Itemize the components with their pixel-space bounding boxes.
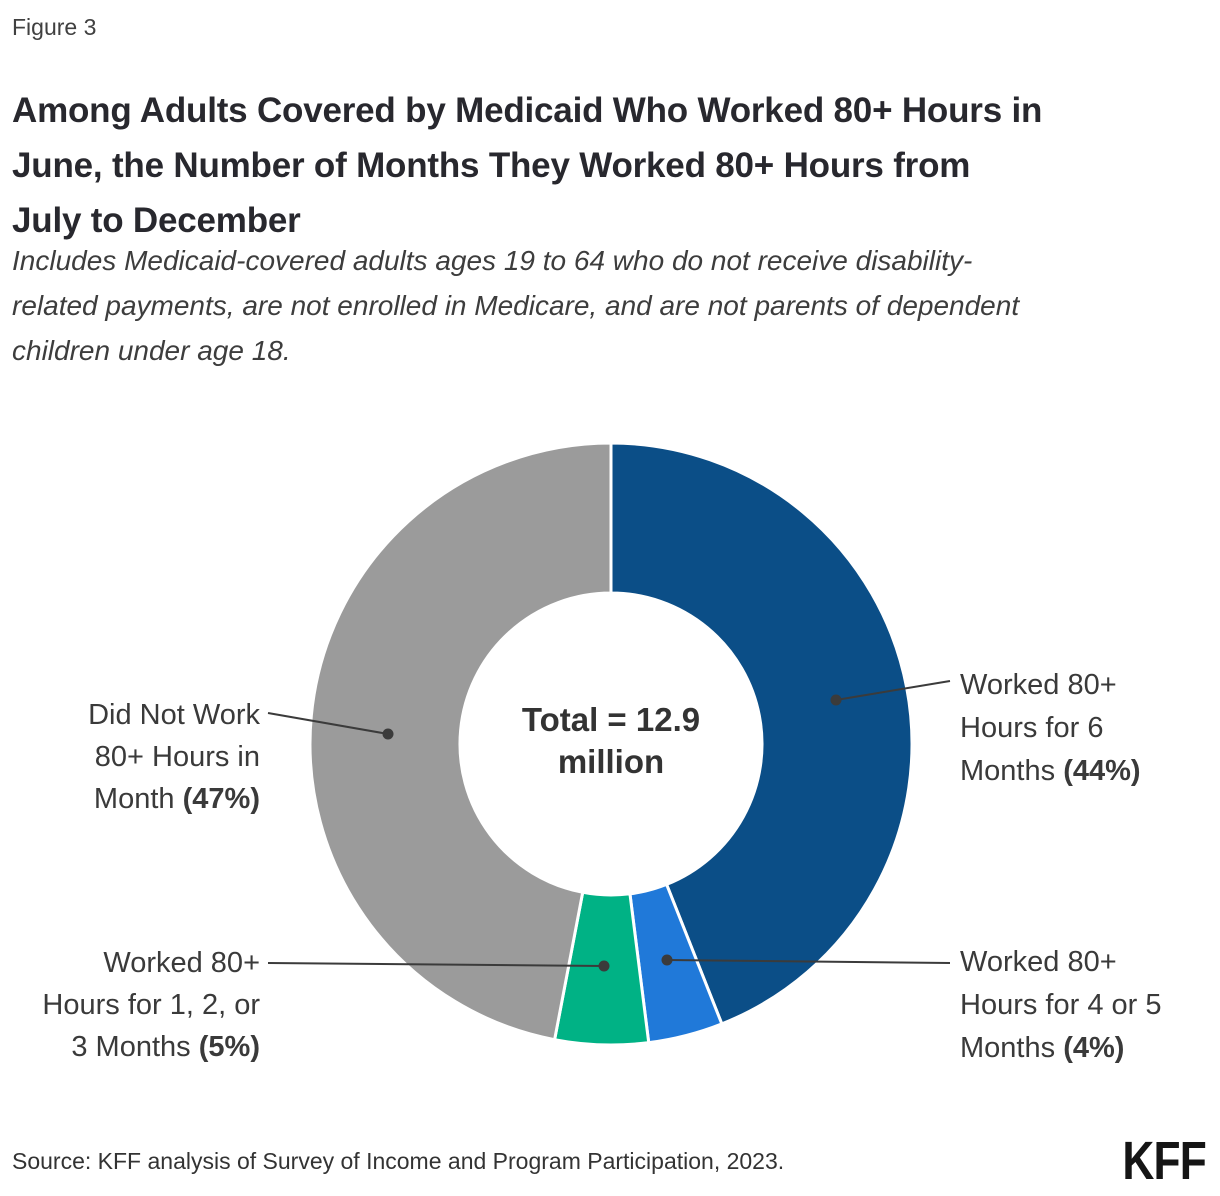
donut-chart: Total = 12.9 million Worked 80+ Hours fo… <box>0 400 1220 1115</box>
donut-center-total: Total = 12.9 million <box>461 699 761 783</box>
callout-1-2-3-months: Worked 80+ Hours for 1, 2, or 3 Months (5… <box>0 942 260 1068</box>
callout-4-5-months: Worked 80+ Hours for 4 or 5 Months (4%) <box>960 941 1190 1070</box>
donut-segments <box>308 441 914 1047</box>
callout-percent: (5%) <box>198 1031 260 1063</box>
chart-title: Among Adults Covered by Medicaid Who Wor… <box>12 83 1202 248</box>
leader-line-1-2-3-months <box>267 962 605 967</box>
callout-percent: (47%) <box>182 783 260 815</box>
leader-dot-6-months <box>830 694 842 706</box>
leader-line-did-not-work <box>267 712 389 735</box>
callout-percent: (4%) <box>1063 1032 1125 1064</box>
total-line-2: million <box>557 743 665 780</box>
callout-line: Hours for 6 <box>960 712 1104 744</box>
title-line-2: June, the Number of Months They Worked 8… <box>12 146 971 186</box>
donut-segment-6-months <box>609 441 914 1026</box>
donut-chart-svg <box>267 441 951 1047</box>
callout-line: Month <box>93 783 175 815</box>
callout-line: Did Not Work <box>88 699 260 731</box>
leader-lines <box>267 680 951 972</box>
source-note: Source: KFF analysis of Survey of Income… <box>12 1148 785 1174</box>
kff-logo: KFF <box>1122 1131 1206 1191</box>
callout-6-months: Worked 80+ Hours for 6 Months (44%) <box>960 664 1190 793</box>
donut-segment-did-not-work <box>308 441 613 1042</box>
leader-line-4-5-months <box>666 959 951 964</box>
callout-percent: (44%) <box>1063 755 1141 787</box>
total-line-1: Total = 12.9 <box>521 701 701 738</box>
callout-line: Worked 80+ <box>103 947 260 979</box>
leader-dot-1-2-3-months <box>598 960 610 972</box>
title-line-1: Among Adults Covered by Medicaid Who Wor… <box>12 91 1043 131</box>
leader-line-6-months <box>835 680 951 701</box>
callout-line: Hours for 4 or 5 <box>960 989 1162 1021</box>
chart-subtitle: Includes Medicaid-covered adults ages 19… <box>12 238 1212 373</box>
subtitle-line-1: Includes Medicaid-covered adults ages 19… <box>12 245 973 276</box>
leader-dot-did-not-work <box>382 728 394 740</box>
subtitle-line-2: related payments, are not enrolled in Me… <box>12 290 1020 321</box>
callout-did-not-work: Did Not Work 80+ Hours in Month (47%) <box>0 694 260 820</box>
callout-line: Months <box>960 1032 1056 1064</box>
leader-dot-4-5-months <box>661 954 673 966</box>
callout-line: Hours for 1, 2, or <box>42 989 260 1021</box>
figure-number: Figure 3 <box>12 14 97 40</box>
callout-line: Worked 80+ <box>960 946 1117 978</box>
subtitle-line-3: children under age 18. <box>12 335 291 366</box>
callout-line: Worked 80+ <box>960 669 1117 701</box>
callout-line: 80+ Hours in <box>94 741 260 773</box>
callout-line: 3 Months <box>71 1031 191 1063</box>
title-line-3: July to December <box>12 201 301 241</box>
callout-line: Months <box>960 755 1056 787</box>
